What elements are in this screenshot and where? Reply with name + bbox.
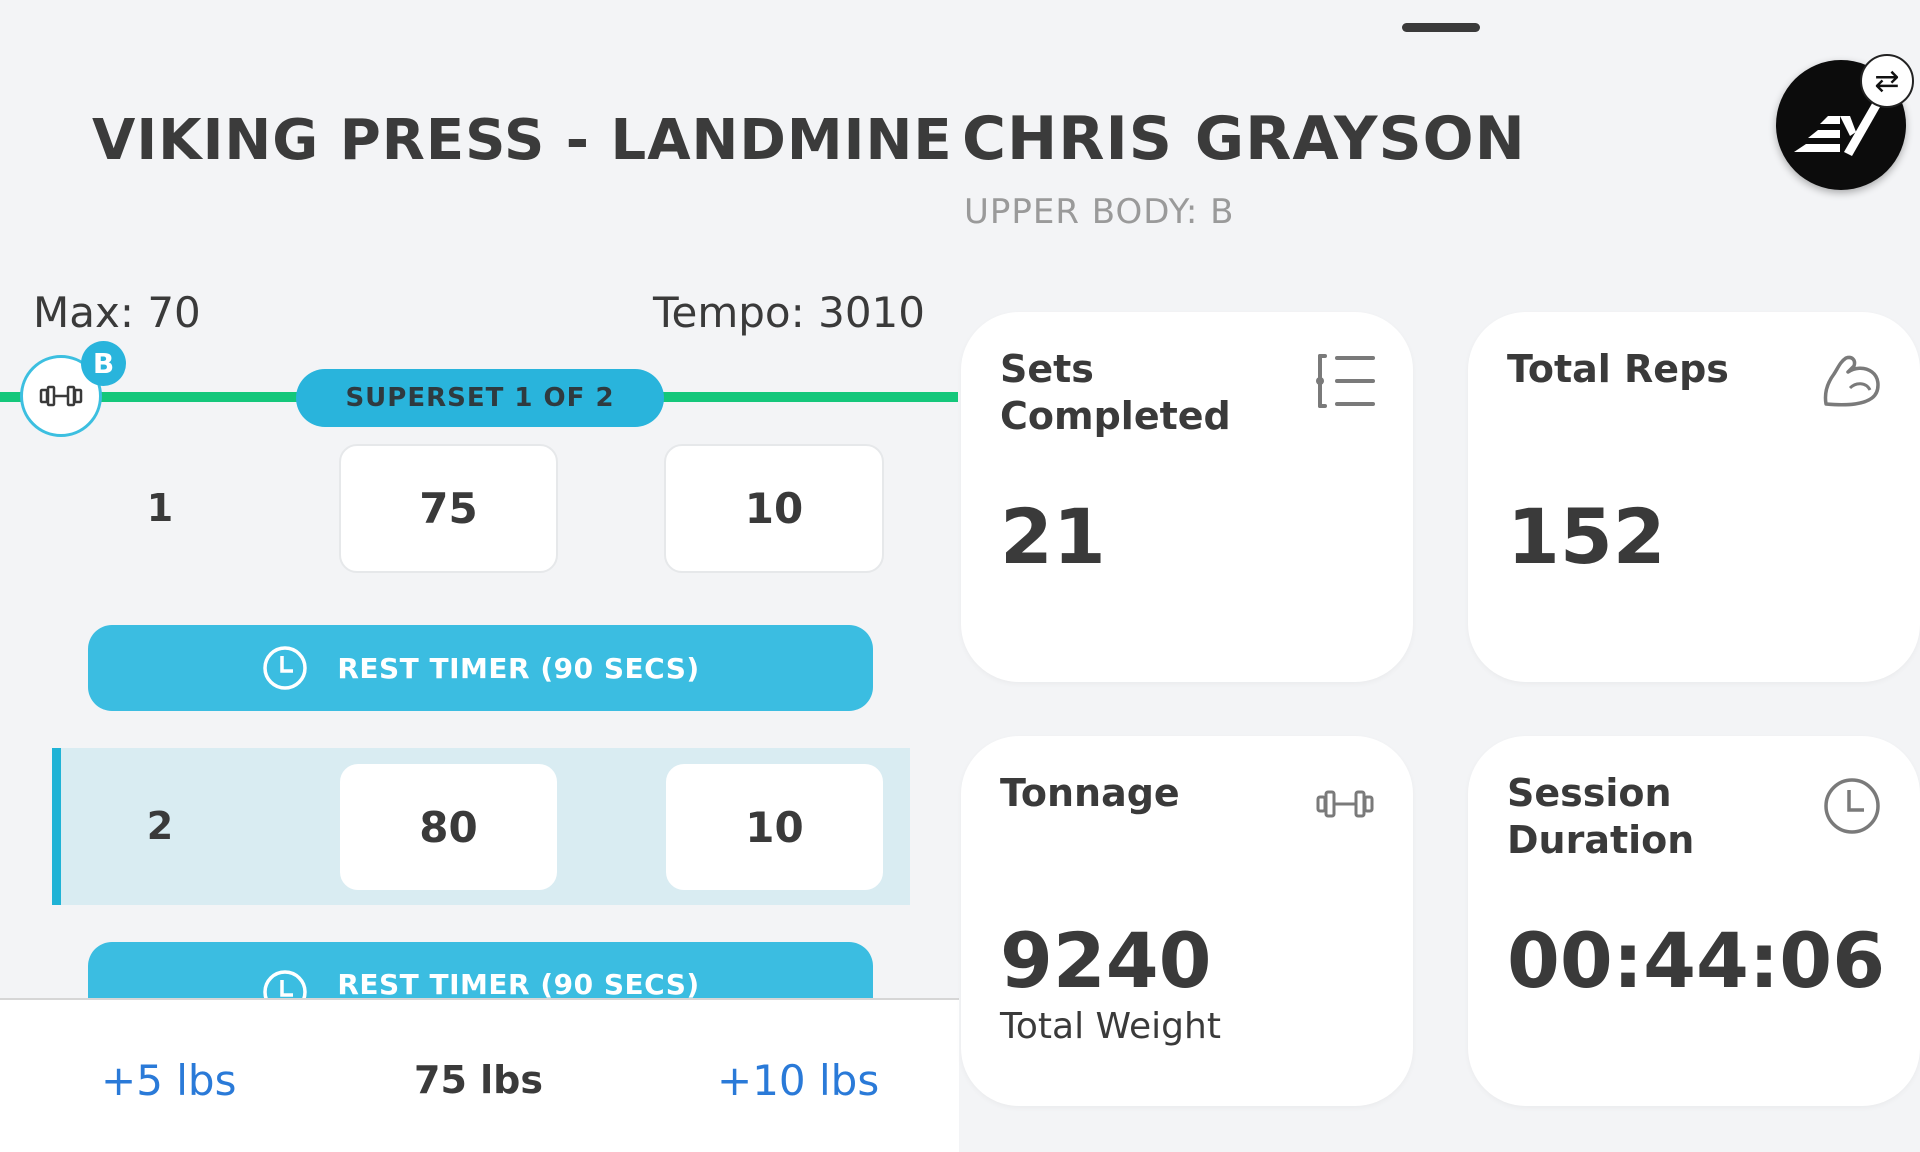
- session-duration-card: Session Duration 00:44:06: [1468, 736, 1920, 1106]
- clock-icon: [1824, 778, 1880, 834]
- rest-timer-label: REST TIMER (90 SECS): [337, 968, 700, 1001]
- card-title: Session Duration: [1507, 771, 1695, 862]
- clock-icon: [263, 646, 308, 690]
- weight-input[interactable]: 75: [339, 444, 558, 573]
- card-value: 9240: [1000, 916, 1212, 1005]
- athlete-name: CHRIS GRAYSON: [962, 104, 1526, 174]
- reps-input[interactable]: 10: [664, 444, 884, 573]
- card-subtitle: Total Weight: [1000, 1006, 1221, 1047]
- tonnage-card: Tonnage 9240 Total Weight: [961, 736, 1413, 1106]
- sets-completed-card: Sets Completed 21: [961, 312, 1413, 682]
- active-set-indicator: [52, 748, 61, 905]
- card-title: Sets Completed: [1000, 347, 1231, 438]
- swap-icon: ⇄: [1874, 63, 1900, 99]
- increment-5-button[interactable]: +5 lbs: [101, 1056, 237, 1105]
- superset-pill: SUPERSET 1 OF 2: [296, 369, 664, 427]
- rest-timer-button[interactable]: REST TIMER (90 SECS): [88, 625, 873, 711]
- dumbbell-icon: [1316, 790, 1374, 818]
- total-reps-card: Total Reps 152: [1468, 312, 1920, 682]
- sheet-grabber[interactable]: [1402, 23, 1480, 32]
- rest-timer-label: REST TIMER (90 SECS): [337, 651, 700, 685]
- card-title: Tonnage: [1000, 771, 1180, 815]
- workout-name: UPPER BODY: B: [964, 192, 1235, 232]
- equipment-badge: B: [81, 341, 126, 386]
- weight-input[interactable]: 80: [340, 764, 557, 890]
- max-label: Max: 70: [33, 288, 201, 337]
- card-value: 00:44:06: [1507, 916, 1886, 1005]
- list-icon: [1316, 354, 1375, 408]
- logo-icon: [1794, 100, 1884, 156]
- tempo-label: Tempo: 3010: [652, 288, 925, 337]
- swap-athlete-button[interactable]: ⇄: [1860, 54, 1914, 108]
- card-title: Total Reps: [1507, 347, 1729, 391]
- reps-input[interactable]: 10: [666, 764, 883, 890]
- increment-10-button[interactable]: +10 lbs: [717, 1056, 880, 1105]
- dumbbell-icon: [39, 385, 83, 407]
- set-number: 1: [146, 486, 174, 530]
- set-number: 2: [146, 804, 174, 848]
- current-weight-label: 75 lbs: [414, 1058, 543, 1102]
- weight-adjust-bar: +5 lbs 75 lbs +10 lbs: [0, 998, 959, 1152]
- card-value: 152: [1507, 492, 1666, 581]
- card-value: 21: [1000, 492, 1106, 581]
- exercise-title: VIKING PRESS - LANDMINE: [92, 108, 953, 173]
- flexed-arm-icon: [1823, 355, 1880, 407]
